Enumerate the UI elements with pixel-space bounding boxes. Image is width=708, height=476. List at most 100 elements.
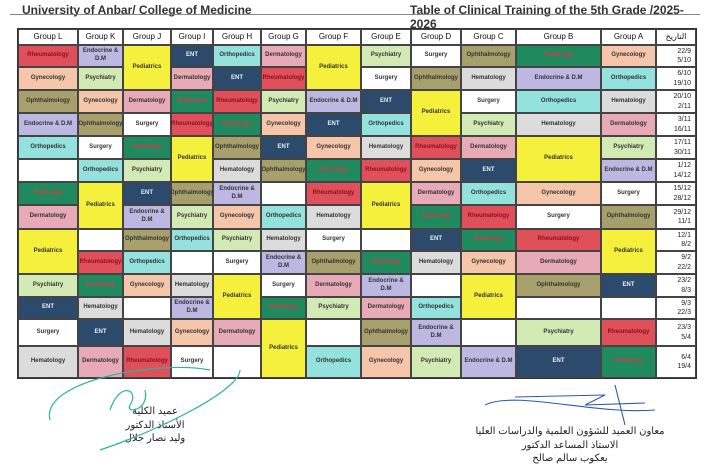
- rotation-cell: Rheumatology: [306, 182, 361, 205]
- rotation-cell: ENT: [361, 90, 411, 113]
- rotation-cell: Orthopedics: [123, 251, 171, 274]
- assistant-dean-title: معاون العميد للشؤون العلمية والدراسات ال…: [475, 426, 665, 437]
- date-column-header: التاريخ: [656, 29, 696, 45]
- rotation-cell: Hematology: [361, 136, 411, 159]
- rotation-cell: Hematology: [78, 297, 123, 319]
- date-range: 23/2 8/3: [656, 274, 696, 297]
- date-range: 22/9 5/10: [656, 45, 696, 67]
- rotation-cell: ENT: [306, 113, 361, 136]
- empty-cell: [261, 182, 306, 205]
- group-header: Group E: [361, 29, 411, 45]
- empty-cell: [461, 319, 516, 346]
- rotation-cell: Ophthalmology: [361, 319, 411, 346]
- rotation-cell: Pediatrics: [18, 229, 78, 274]
- rotation-cell: Rheumatology: [516, 229, 601, 251]
- rotation-cell: Gynecology: [213, 205, 261, 229]
- rotation-cell: Radiology: [261, 297, 306, 319]
- empty-cell: [601, 297, 656, 319]
- rotation-cell: Rheumatology: [461, 205, 516, 229]
- rotation-cell: Pediatrics: [261, 319, 306, 378]
- rotation-cell: Psychiatry: [18, 274, 78, 297]
- rotation-cell: Radiology: [213, 113, 261, 136]
- start-date: 20/10: [673, 93, 691, 101]
- date-range: 17/11 30/11: [656, 136, 696, 159]
- rotation-cell: Rheumatology: [171, 113, 213, 136]
- rotation-cell: Gynecology: [306, 136, 361, 159]
- rotation-cell: Surgery: [78, 136, 123, 159]
- rotation-cell: Surgery: [461, 90, 516, 113]
- rotation-cell: Radiology: [601, 346, 656, 378]
- rotation-cell: Radiology: [361, 251, 411, 274]
- rotation-cell: Gynecology: [516, 182, 601, 205]
- rotation-cell: Endocrine & D.M: [18, 113, 78, 136]
- group-header: Group I: [171, 29, 213, 45]
- dean-signature-block: عميد الكلية الأستاذ الدكتور وليد نصار جل…: [49, 366, 241, 451]
- rotation-cell: Ophthalmology: [18, 90, 78, 113]
- rotation-cell: Gynecology: [78, 90, 123, 113]
- rotation-cell: Psychiatry: [361, 45, 411, 67]
- rotation-cell: Surgery: [361, 67, 411, 90]
- rotation-cell: Dermatology: [601, 113, 656, 136]
- rotation-cell: Hematology: [461, 67, 516, 90]
- rotation-cell: Gynecology: [123, 274, 171, 297]
- rotation-cell: Surgery: [213, 251, 261, 274]
- rotation-cell: Ophthalmology: [461, 45, 516, 67]
- dean-name: وليد نصار جلال: [124, 433, 186, 444]
- empty-cell: [123, 297, 171, 319]
- rotation-cell: Dermatology: [261, 45, 306, 67]
- rotation-cell: Ophthalmology: [411, 67, 461, 90]
- rotation-cell: Endocrine & D.M: [171, 297, 213, 319]
- rotation-cell: Rheumatology: [123, 346, 171, 378]
- rotation-cell: Rheumatology: [213, 90, 261, 113]
- rotation-cell: Orthopedics: [516, 90, 601, 113]
- empty-cell: [306, 319, 361, 346]
- end-date: 11/1: [677, 218, 691, 225]
- rotation-cell: Dermatology: [411, 182, 461, 205]
- rotation-cell: Pediatrics: [601, 229, 656, 274]
- rotation-cell: Psychiatry: [516, 319, 601, 346]
- rotation-cell: Radiology: [306, 159, 361, 182]
- rotation-cell: Orthopedics: [171, 229, 213, 251]
- rotation-cell: Hematology: [171, 274, 213, 297]
- group-header: Group J: [123, 29, 171, 45]
- empty-cell: [18, 159, 78, 182]
- rotation-cell: ENT: [171, 45, 213, 67]
- rotation-cell: Psychiatry: [171, 205, 213, 229]
- rotation-cell: Hematology: [18, 346, 78, 378]
- rotation-cell: Dermatology: [213, 319, 261, 346]
- rotation-cell: Orthopedics: [306, 346, 361, 378]
- rotation-cell: Dermatology: [361, 297, 411, 319]
- rotation-cell: Ophthalmology: [516, 274, 601, 297]
- date-range: 6/4 19/4: [656, 346, 696, 378]
- rotation-cell: Hematology: [123, 319, 171, 346]
- date-range: 29/12 11/1: [656, 205, 696, 229]
- dean-signature-scribble: [49, 366, 241, 451]
- rotation-cell: Radiology: [411, 205, 461, 229]
- start-date: 17/11: [674, 139, 691, 147]
- rotation-cell: Pediatrics: [361, 182, 411, 229]
- rotation-cell: Orthopedics: [78, 159, 123, 182]
- rotation-cell: Gynecology: [171, 319, 213, 346]
- rotation-cell: Ophthalmology: [306, 251, 361, 274]
- rotation-cell: Ophthalmology: [601, 205, 656, 229]
- rotation-cell: ENT: [213, 67, 261, 90]
- rotation-cell: Gynecology: [411, 159, 461, 182]
- rotation-cell: ENT: [461, 159, 516, 182]
- rotation-cell: Dermatology: [171, 67, 213, 90]
- rotation-cell: Gynecology: [261, 113, 306, 136]
- group-header: Group F: [306, 29, 361, 45]
- rotation-cell: Surgery: [18, 319, 78, 346]
- rotation-cell: Rheumatology: [78, 251, 123, 274]
- rotation-cell: Surgery: [516, 205, 601, 229]
- date-range: 6/10 19/10: [656, 67, 696, 90]
- rotation-cell: Psychiatry: [461, 113, 516, 136]
- rotation-cell: Endocrine & D.M: [78, 45, 123, 67]
- end-date: 16/11: [674, 125, 691, 133]
- end-date: 22/2: [677, 263, 691, 271]
- rotation-cell: Hematology: [516, 113, 601, 136]
- rotation-cell: Orthopedics: [18, 136, 78, 159]
- rotation-cell: Rheumatology: [261, 67, 306, 90]
- rotation-cell: Hematology: [261, 229, 306, 251]
- training-schedule-table: Group L Rheumatology Gynecology Ophthalmolo…: [17, 28, 697, 379]
- rotation-cell: Rheumatology: [601, 319, 656, 346]
